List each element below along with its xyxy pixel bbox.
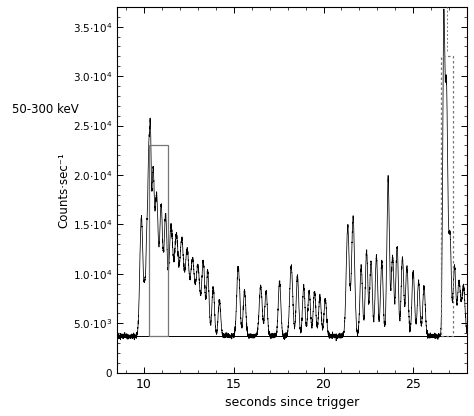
Y-axis label: Counts·sec⁻¹: Counts·sec⁻¹ [57, 152, 70, 228]
Bar [441, 56, 453, 336]
X-axis label: seconds since trigger: seconds since trigger [225, 396, 359, 409]
Bar [149, 145, 168, 336]
Text: 50-300 keV: 50-300 keV [12, 103, 79, 116]
